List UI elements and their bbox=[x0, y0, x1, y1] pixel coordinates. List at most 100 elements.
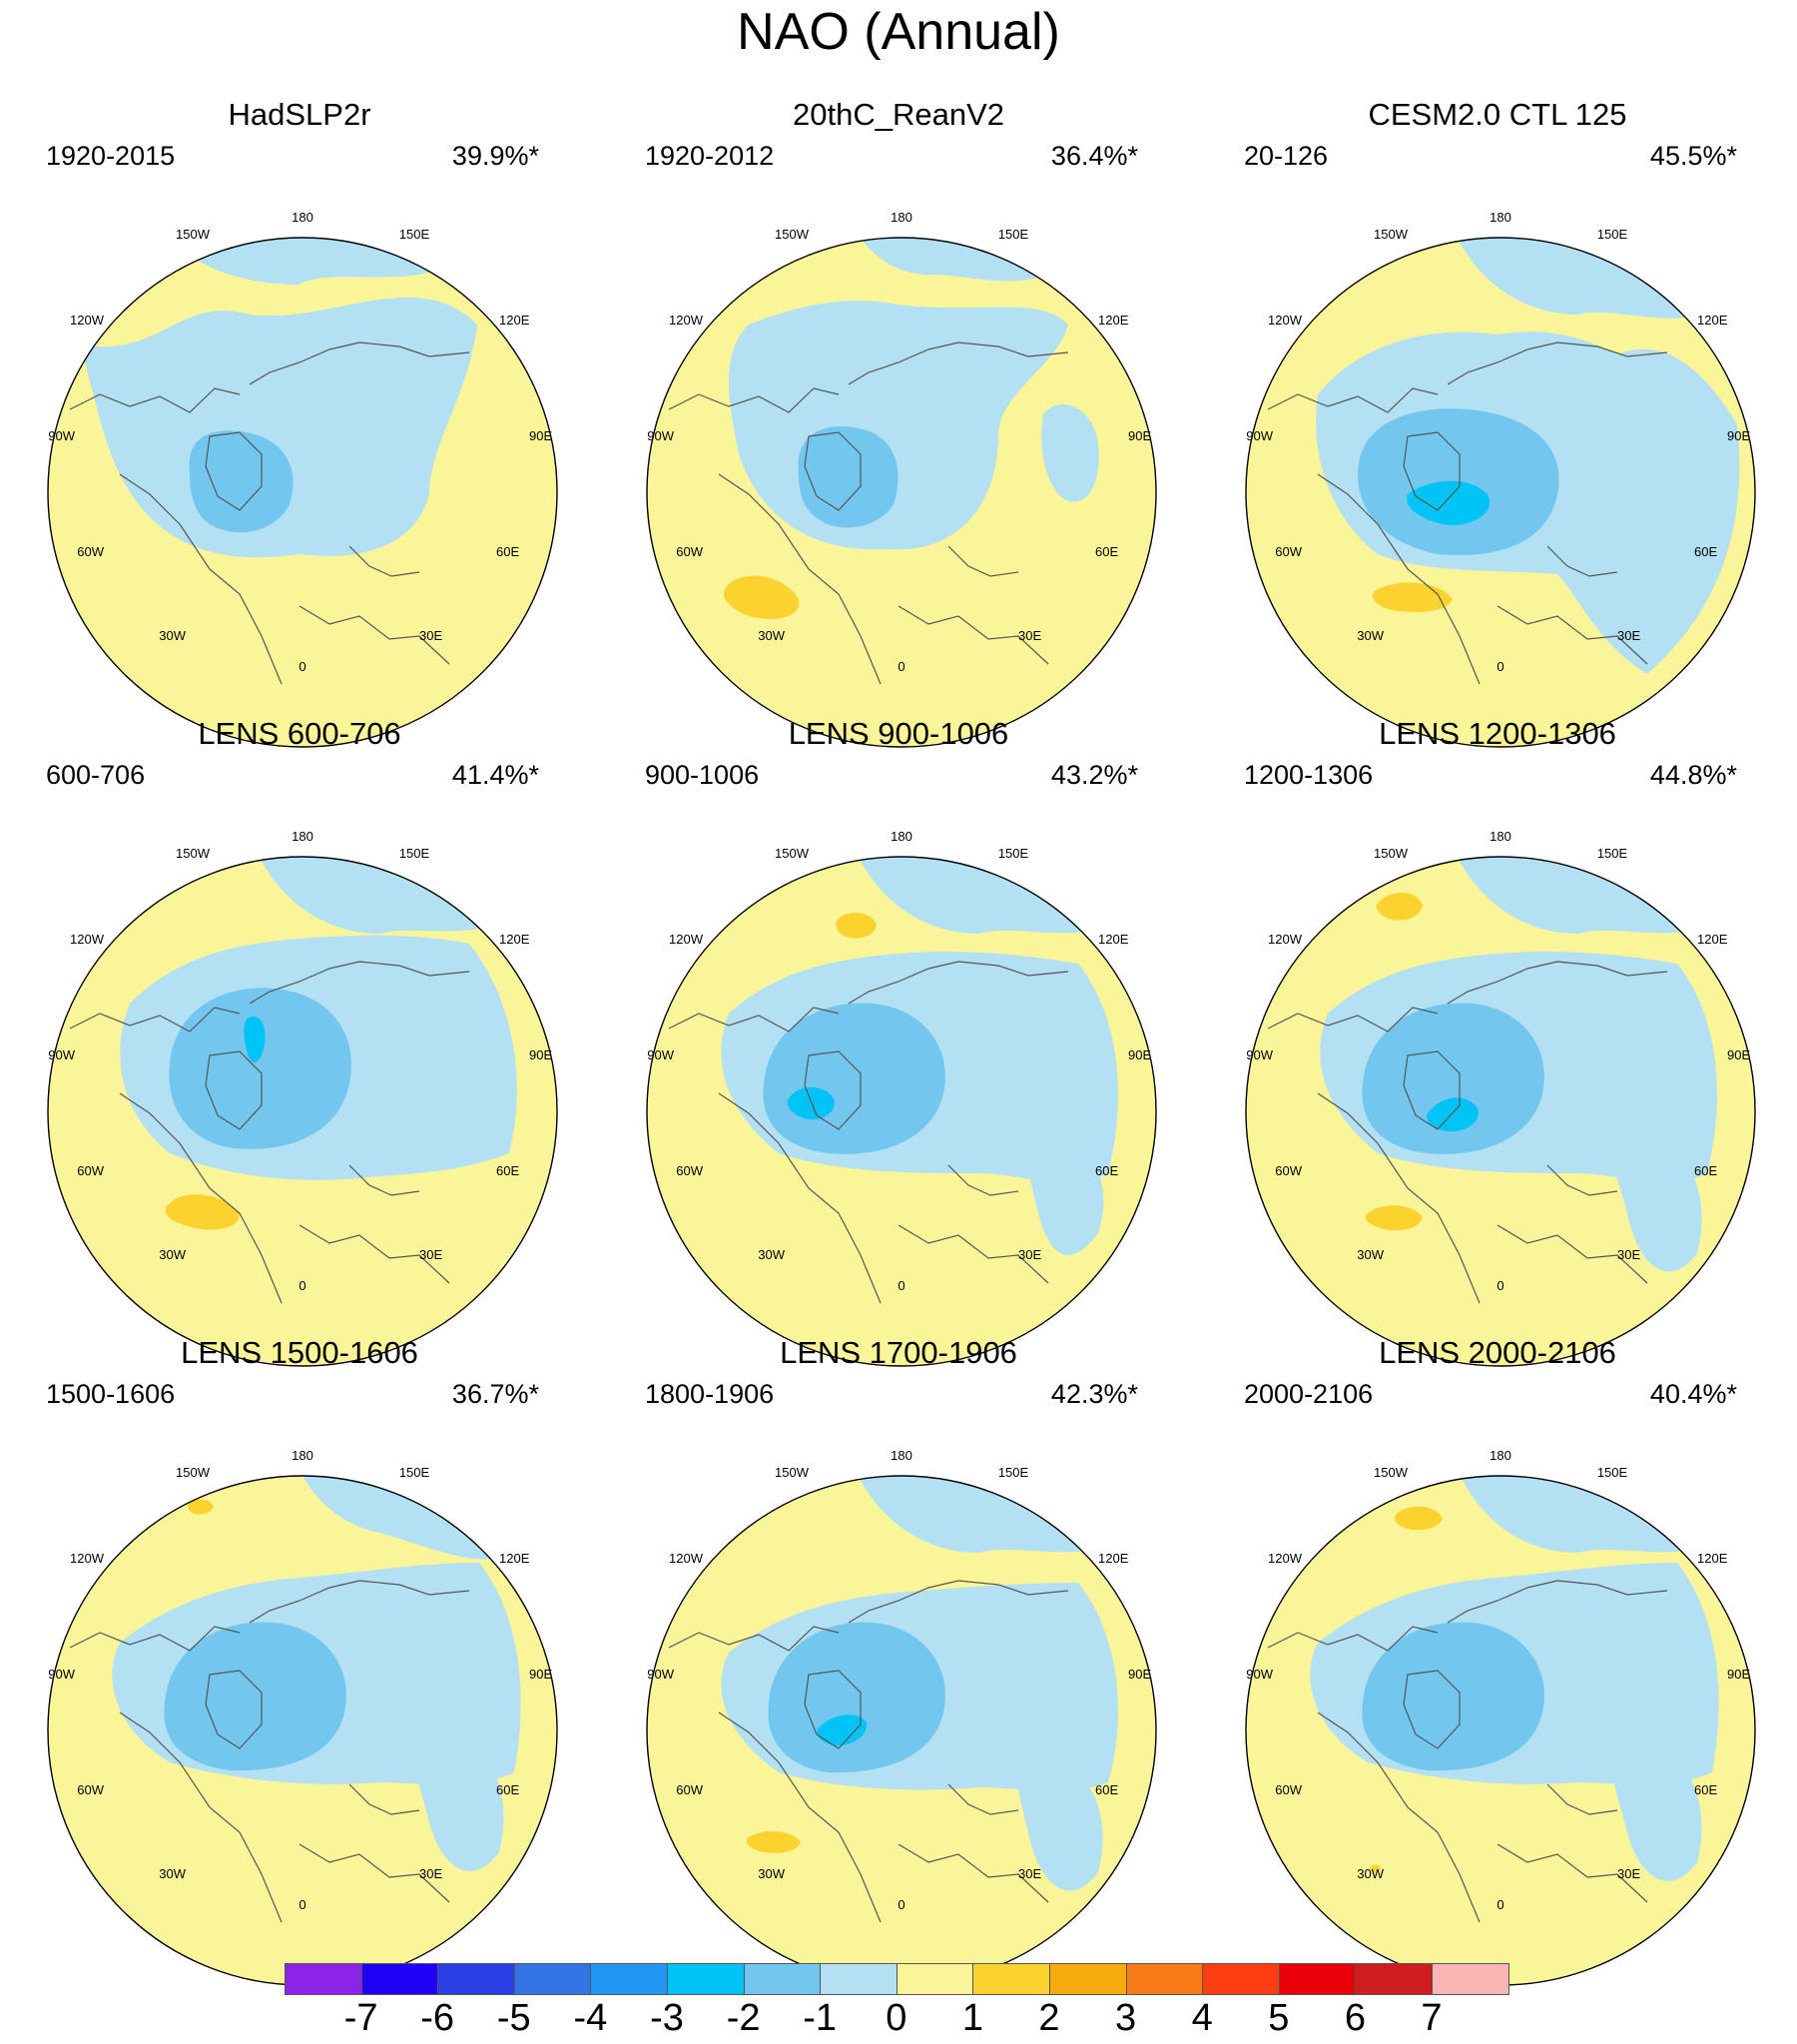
coastline bbox=[119, 1092, 283, 1304]
colorbar-swatch bbox=[820, 1963, 898, 1995]
longitude-label: 30W bbox=[758, 1247, 785, 1262]
coastline bbox=[1546, 1164, 1618, 1196]
longitude-label: 90E bbox=[1727, 428, 1750, 443]
colorbar-tick-label: 4 bbox=[1191, 1997, 1213, 2039]
longitude-label: 60W bbox=[77, 1163, 104, 1178]
map-panel: LENS 900-1006 900-1006 43.2%* 180 150E 120E 90… bbox=[599, 714, 1198, 1367]
colorbar-swatch bbox=[667, 1963, 745, 1995]
anomaly-contour bbox=[724, 575, 800, 619]
longitude-label: 90W bbox=[647, 1667, 674, 1682]
colorbar-tick-label: 7 bbox=[1421, 1997, 1443, 2039]
longitude-label: 150E bbox=[998, 846, 1029, 861]
longitude-label: 120E bbox=[1697, 1551, 1728, 1566]
longitude-label: 30E bbox=[1617, 1866, 1640, 1881]
longitude-label: 150W bbox=[176, 846, 211, 861]
map-border bbox=[1245, 856, 1756, 1367]
longitude-label: 0 bbox=[898, 659, 904, 674]
anomaly-contour bbox=[165, 1194, 240, 1230]
colorbar-swatch bbox=[1202, 1963, 1280, 1995]
longitude-label: 120E bbox=[499, 313, 530, 328]
anomaly-contour bbox=[836, 913, 877, 939]
coastline bbox=[898, 1224, 1049, 1284]
longitude-label: 120E bbox=[1098, 1551, 1129, 1566]
polar-map: 180 150E 120E 90E 60E 30E 0 30W 60W 90W 120W 150W bbox=[1245, 210, 1756, 748]
coastline bbox=[348, 1783, 420, 1815]
longitude-label: 30E bbox=[419, 628, 442, 643]
longitude-label: 120W bbox=[70, 932, 105, 947]
colorbar bbox=[285, 1963, 1512, 2001]
colorbar-swatch bbox=[1355, 1963, 1433, 1995]
anomaly-contour bbox=[1016, 1742, 1103, 1891]
panel-title: LENS 2000-2106 bbox=[1379, 1335, 1616, 1370]
coastline bbox=[205, 431, 263, 511]
map-border bbox=[646, 237, 1157, 748]
longitude-label: 120E bbox=[499, 932, 530, 947]
longitude-label: 60E bbox=[496, 1163, 519, 1178]
longitude-label: 120W bbox=[1268, 313, 1303, 328]
panel-title: HadSLP2r bbox=[228, 97, 371, 132]
longitude-label: 90W bbox=[48, 1667, 75, 1682]
colorbar-tick-label: 2 bbox=[1038, 1997, 1060, 2039]
coastline bbox=[69, 1007, 241, 1032]
panel-period: 1500-1606 bbox=[46, 1379, 176, 1409]
longitude-label: 120W bbox=[1268, 932, 1303, 947]
longitude-label: 0 bbox=[898, 1278, 904, 1293]
longitude-label: 60W bbox=[676, 544, 703, 559]
longitude-label: 0 bbox=[1497, 659, 1503, 674]
longitude-label: 150E bbox=[1597, 227, 1628, 242]
longitude-label: 180 bbox=[891, 829, 912, 844]
longitude-label: 90E bbox=[529, 1047, 552, 1062]
longitude-label: 150W bbox=[1374, 846, 1409, 861]
longitude-label: 90E bbox=[1128, 1047, 1151, 1062]
longitude-label: 90W bbox=[48, 1047, 75, 1062]
longitude-label: 30W bbox=[758, 1866, 785, 1881]
map-panel: LENS 1500-1606 1500-1606 36.7%* 180 150E 120E… bbox=[0, 1333, 599, 1986]
panel-variance-percent: 39.9%* bbox=[451, 141, 539, 171]
longitude-label: 90E bbox=[1727, 1047, 1750, 1062]
panel-variance-percent: 44.8%* bbox=[1649, 760, 1737, 790]
longitude-label: 150E bbox=[399, 227, 430, 242]
longitude-label: 60W bbox=[1275, 544, 1302, 559]
panel-variance-percent: 36.4%* bbox=[1050, 141, 1138, 171]
longitude-label: 30W bbox=[758, 628, 785, 643]
panel-title: LENS 1700-1906 bbox=[780, 1335, 1017, 1370]
coastline bbox=[1317, 473, 1481, 685]
panel-variance-percent: 41.4%* bbox=[451, 760, 539, 790]
coastline bbox=[947, 1783, 1019, 1815]
longitude-label: 90E bbox=[1128, 428, 1151, 443]
colorbar-tick-label: -4 bbox=[573, 1997, 608, 2039]
longitude-label: 150W bbox=[775, 227, 810, 242]
anomaly-contour bbox=[187, 1499, 214, 1515]
anomaly-contour bbox=[244, 1016, 266, 1062]
coastline bbox=[718, 1711, 882, 1923]
longitude-label: 150E bbox=[399, 1465, 430, 1480]
longitude-label: 180 bbox=[292, 210, 313, 225]
longitude-label: 60W bbox=[676, 1782, 703, 1797]
longitude-label: 30E bbox=[419, 1866, 442, 1881]
coastline bbox=[1447, 1580, 1668, 1624]
longitude-label: 60E bbox=[1095, 1163, 1118, 1178]
panel-title: LENS 1200-1306 bbox=[1379, 716, 1616, 751]
polar-map: 180 150E 120E 90E 60E 30E 0 30W 60W 90W 120W 150W bbox=[1245, 1448, 1756, 1986]
longitude-label: 90W bbox=[48, 428, 75, 443]
map-border bbox=[646, 856, 1157, 1367]
coastline bbox=[1497, 1224, 1648, 1284]
colorbar-tick-label: 1 bbox=[961, 1997, 983, 2039]
map-border bbox=[1245, 237, 1756, 748]
longitude-label: 120E bbox=[1697, 313, 1728, 328]
longitude-label: 30E bbox=[1018, 628, 1041, 643]
longitude-label: 180 bbox=[1490, 210, 1511, 225]
colorbar-swatch bbox=[360, 1963, 439, 1995]
panel-title: LENS 1500-1606 bbox=[181, 1335, 418, 1370]
coastline bbox=[1267, 1626, 1439, 1652]
map-panel: 20thC_ReanV2 1920-2012 36.4%* 180 150E 120E 90… bbox=[599, 95, 1198, 748]
longitude-label: 90W bbox=[1246, 1667, 1273, 1682]
longitude-label: 60E bbox=[1095, 1782, 1118, 1797]
colorbar-swatch bbox=[285, 1963, 362, 1995]
coastline bbox=[718, 473, 882, 685]
colorbar-tick-label: 0 bbox=[886, 1997, 907, 2039]
longitude-label: 60W bbox=[77, 1782, 104, 1797]
anomaly-contour bbox=[410, 1712, 504, 1871]
longitude-label: 150E bbox=[998, 1465, 1029, 1480]
colorbar-tick-label: -7 bbox=[343, 1997, 378, 2039]
